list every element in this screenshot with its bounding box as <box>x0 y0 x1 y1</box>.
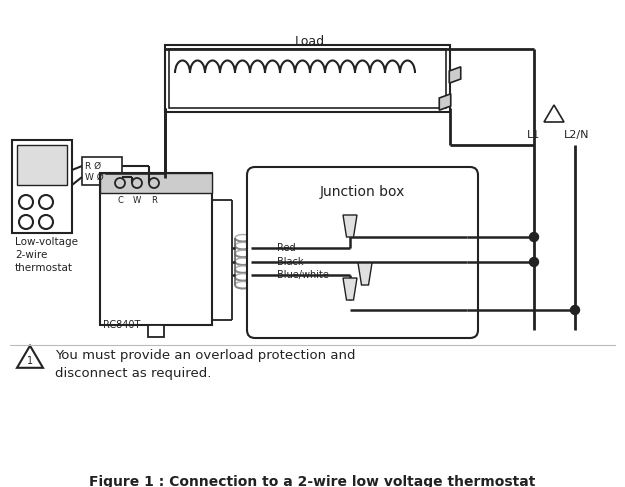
Bar <box>82 157 122 185</box>
Polygon shape <box>343 278 357 300</box>
Polygon shape <box>439 94 451 110</box>
Text: W: W <box>133 196 141 205</box>
Bar <box>165 45 450 112</box>
Bar <box>148 325 164 337</box>
Bar <box>100 173 212 325</box>
Text: Junction box: Junction box <box>320 185 405 199</box>
Text: Black: Black <box>277 257 304 267</box>
Text: 1: 1 <box>27 356 33 366</box>
Text: C: C <box>117 196 123 205</box>
Text: Figure 1 : Connection to a 2-wire low voltage thermostat: Figure 1 : Connection to a 2-wire low vo… <box>89 475 535 487</box>
Text: Red: Red <box>277 243 296 253</box>
Polygon shape <box>358 263 372 285</box>
Text: Low-voltage
2-wire
thermostat: Low-voltage 2-wire thermostat <box>15 237 78 273</box>
Bar <box>100 173 212 193</box>
Polygon shape <box>449 67 461 83</box>
Circle shape <box>571 305 579 315</box>
Text: You must provide an overload protection and
disconnect as required.: You must provide an overload protection … <box>55 349 356 380</box>
Text: RC840T: RC840T <box>103 320 141 330</box>
Text: L1: L1 <box>528 130 541 140</box>
FancyBboxPatch shape <box>247 167 478 338</box>
Bar <box>12 140 72 233</box>
Polygon shape <box>343 215 357 237</box>
Text: R: R <box>151 196 157 205</box>
Text: W Ø: W Ø <box>85 172 104 182</box>
Text: Blue/white: Blue/white <box>277 270 329 280</box>
Text: R Ø: R Ø <box>85 162 101 170</box>
Circle shape <box>529 258 539 266</box>
Circle shape <box>529 232 539 242</box>
Text: Load: Load <box>295 35 325 48</box>
Text: L2/N: L2/N <box>564 130 590 140</box>
Bar <box>169 49 446 108</box>
Bar <box>17 145 67 185</box>
